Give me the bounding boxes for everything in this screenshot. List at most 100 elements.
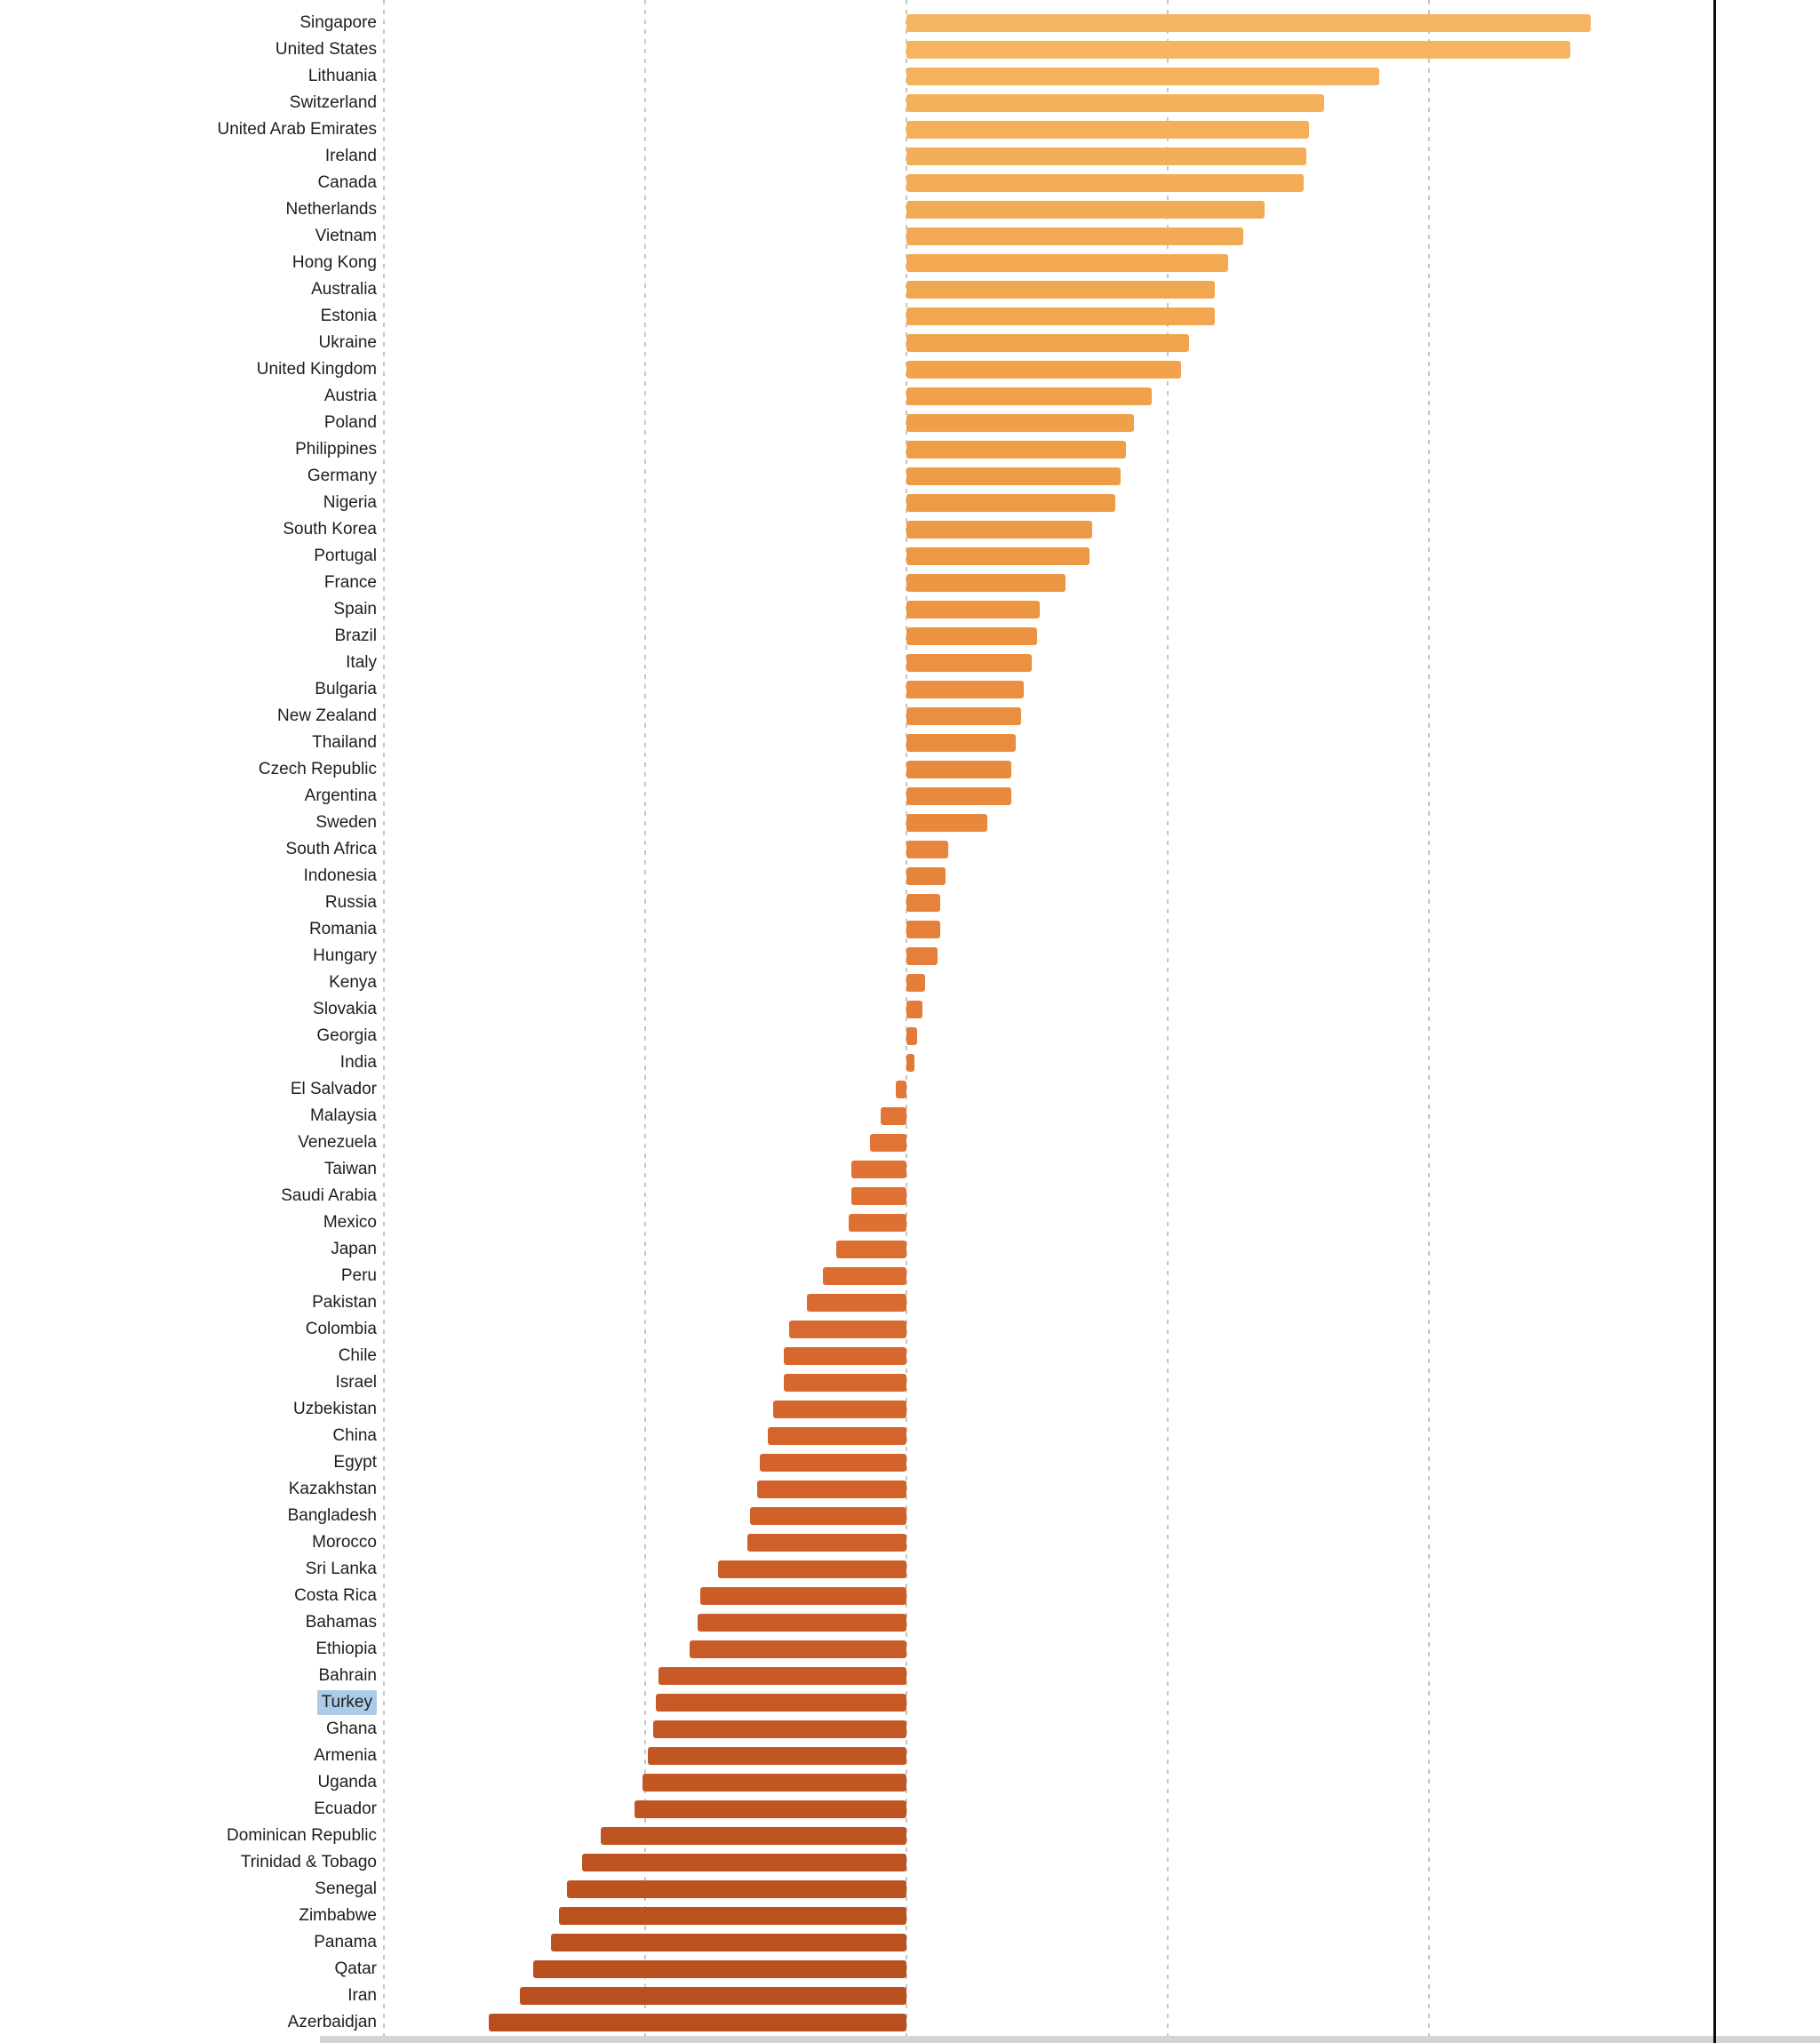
bar [768, 1427, 906, 1445]
bar [551, 1934, 906, 1951]
country-label: Estonia [320, 307, 377, 325]
country-label: Australia [311, 280, 377, 299]
country-label: Mexico [323, 1213, 377, 1232]
bar [635, 1800, 906, 1818]
bar [906, 787, 1011, 805]
bar [906, 94, 1324, 112]
bar [906, 68, 1379, 85]
country-label: Russia [324, 893, 377, 912]
bar [896, 1081, 906, 1098]
bar [906, 947, 938, 965]
bar [870, 1134, 906, 1152]
country-label: Ecuador [314, 1800, 377, 1818]
bar [789, 1321, 906, 1338]
country-label: Peru [340, 1266, 377, 1285]
country-label: Morocco [312, 1533, 377, 1552]
country-label: Argentina [304, 786, 377, 805]
country-label: Egypt [333, 1453, 377, 1472]
bar [533, 1960, 906, 1978]
country-label: Venezuela [298, 1133, 377, 1152]
country-label: Austria [323, 387, 377, 405]
country-label: Netherlands [285, 200, 377, 219]
country-label: France [323, 573, 377, 592]
bar [906, 227, 1243, 245]
country-label: India [339, 1053, 377, 1072]
country-label: Italy [346, 653, 377, 672]
bar [648, 1747, 906, 1765]
horizontal-scrollbar[interactable] [320, 2036, 1820, 2043]
bar [906, 387, 1152, 405]
country-label: Azerbaidjan [287, 2013, 377, 2031]
bar [643, 1774, 906, 1792]
bar [906, 921, 940, 938]
country-label: United Kingdom [256, 360, 377, 379]
bar [906, 41, 1570, 59]
bar [906, 414, 1134, 432]
bar [906, 841, 948, 858]
country-label: Switzerland [289, 93, 377, 112]
country-label: Colombia [305, 1320, 377, 1338]
country-label: Trinidad & Tobago [240, 1853, 377, 1871]
bar [906, 681, 1024, 698]
bar [906, 521, 1092, 539]
bar [601, 1827, 906, 1845]
country-label: El Salvador [290, 1080, 377, 1098]
country-label: Brazil [334, 626, 377, 645]
bar [750, 1507, 906, 1525]
country-label: Uzbekistan [293, 1400, 377, 1418]
bar [906, 974, 925, 992]
gridline [383, 0, 385, 2043]
bar [582, 1854, 906, 1871]
country-label: Vietnam [315, 227, 377, 245]
country-label: Bulgaria [315, 680, 377, 698]
chart-right-border [1713, 0, 1716, 2043]
country-label: Pakistan [312, 1293, 377, 1312]
bar [849, 1214, 906, 1232]
bar [718, 1560, 906, 1578]
country-label: Hong Kong [291, 253, 377, 272]
bar [784, 1347, 906, 1365]
country-label: Costa Rica [294, 1586, 377, 1605]
country-label: Sweden [315, 813, 377, 832]
bar [906, 441, 1126, 459]
bar [489, 2014, 906, 2031]
country-label: Malaysia [310, 1106, 377, 1125]
country-label: Chile [338, 1346, 377, 1365]
bar [836, 1241, 906, 1258]
bar [906, 121, 1309, 139]
bar [559, 1907, 906, 1925]
bar [906, 174, 1304, 192]
bar [906, 601, 1040, 618]
country-label: Bangladesh [287, 1506, 377, 1525]
country-label: Slovakia [313, 1000, 377, 1018]
bar [567, 1880, 906, 1898]
bar [757, 1480, 906, 1498]
country-label: New Zealand [277, 706, 377, 725]
country-label: Lithuania [307, 67, 377, 85]
country-label: Bahamas [305, 1613, 377, 1632]
country-label: Romania [308, 920, 377, 938]
bar [906, 734, 1016, 752]
bar [690, 1640, 906, 1658]
bar [906, 894, 940, 912]
country-label: Hungary [313, 946, 377, 965]
country-label: Turkey [0, 1690, 377, 1715]
bar [784, 1374, 906, 1392]
country-label: Ireland [324, 147, 377, 165]
country-label: South Africa [285, 840, 377, 858]
bar [747, 1534, 906, 1552]
country-label: Kazakhstan [288, 1480, 377, 1498]
country-label: Japan [331, 1240, 377, 1258]
country-label: United Arab Emirates [217, 120, 377, 139]
bar [823, 1267, 906, 1285]
bar [906, 574, 1066, 592]
country-label: Senegal [315, 1879, 377, 1898]
highlighted-country-label: Turkey [316, 1690, 377, 1715]
country-label: United States [275, 40, 377, 59]
country-label: Portugal [314, 547, 377, 565]
bar [807, 1294, 906, 1312]
bar [906, 307, 1215, 325]
country-label: Germany [307, 467, 377, 485]
country-label: Zimbabwe [299, 1906, 377, 1925]
